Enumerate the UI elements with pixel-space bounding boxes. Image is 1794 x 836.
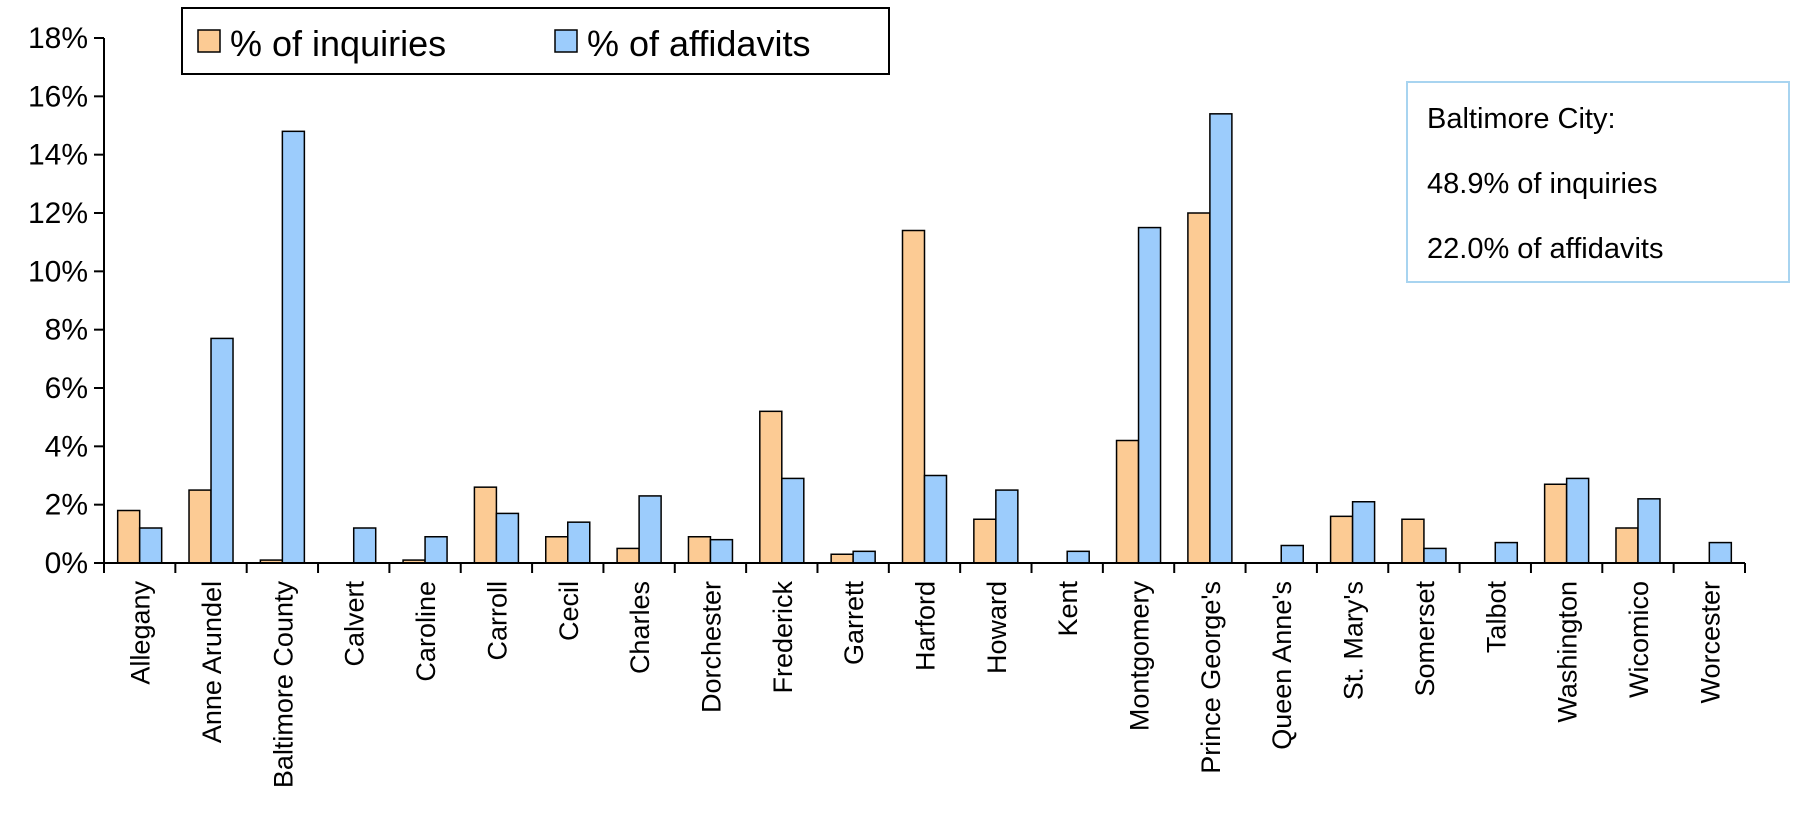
bar-affidavits — [709, 538, 734, 564]
bar-inquiries — [973, 518, 997, 564]
legend-box — [181, 7, 890, 75]
y-ticks-group: 0% 2% 4% 6% 8% 10% 12% 14% 16% 18% — [28, 22, 104, 580]
bar-affidavits — [1708, 541, 1733, 564]
x-category-label: Prince George's — [1196, 581, 1226, 774]
bar-affidavits — [781, 477, 805, 564]
x-category-label: St. Mary's — [1339, 581, 1369, 700]
bar-inquiries — [830, 553, 854, 564]
bar-affidavits — [1209, 113, 1233, 564]
x-category-label: Montgomery — [1125, 581, 1155, 732]
x-category-label: Kent — [1053, 581, 1083, 637]
annotation-box: Baltimore City: 48.9% of inquiries 22.0%… — [1406, 81, 1790, 283]
x-category-label: Baltimore County — [268, 581, 298, 789]
bar-inquiries — [1187, 212, 1211, 564]
bar-affidavits — [923, 474, 948, 564]
x-category-label: Calvert — [340, 581, 370, 667]
bar-affidavits — [1066, 550, 1090, 564]
x-category-label: Dorchester — [696, 581, 726, 713]
x-category-label: Washington — [1553, 581, 1583, 723]
y-tick-label: 18% — [28, 22, 88, 55]
bar-affidavits — [1565, 477, 1590, 564]
annotation-line-1: Baltimore City: — [1427, 103, 1616, 135]
x-category-label: Wicomico — [1624, 581, 1654, 698]
bar-inquiries — [759, 410, 783, 564]
bar-affidavits — [1137, 226, 1162, 564]
x-category-label: Anne Arundel — [197, 581, 227, 743]
legend-label-affidavits: % of affidavits — [587, 23, 810, 64]
bar-inquiries — [687, 536, 712, 564]
y-tick-label: 8% — [45, 314, 88, 347]
bar-affidavits — [1351, 501, 1376, 564]
x-category-label: Harford — [911, 581, 941, 671]
category-labels-group: Allegany Anne Arundel Baltimore County Calv… — [126, 581, 1726, 789]
bar-affidavits — [1423, 547, 1447, 564]
x-category-label: Caroline — [411, 581, 441, 682]
bar-inquiries — [1615, 527, 1639, 564]
x-category-label: Queen Anne's — [1267, 581, 1297, 750]
bar-inquiries — [1329, 515, 1354, 564]
annotation-line-3: 22.0% of affidavits — [1427, 233, 1663, 265]
x-category-label: Carroll — [482, 581, 512, 661]
x-category-label: Charles — [625, 581, 655, 674]
bar-affidavits — [138, 527, 163, 564]
legend-label-inquiries: % of inquiries — [230, 23, 446, 64]
x-category-label: Cecil — [554, 581, 584, 641]
bar-affidavits — [1494, 541, 1519, 564]
y-tick-label: 6% — [45, 372, 88, 405]
axes-group — [103, 38, 1745, 564]
bar-inquiries — [1401, 518, 1425, 564]
bar-inquiries — [901, 229, 926, 564]
bars-group — [116, 113, 1733, 564]
annotation-line-2: 48.9% of inquiries — [1427, 168, 1658, 200]
bar-affidavits — [1280, 544, 1304, 564]
bar-affidavits — [852, 550, 876, 564]
x-category-label: Frederick — [768, 581, 798, 694]
bar-inquiries — [188, 489, 212, 564]
bar-inquiries — [545, 536, 569, 564]
x-category-label: Garrett — [839, 581, 869, 666]
x-category-label: Worcester — [1695, 581, 1725, 704]
x-category-label: Talbot — [1481, 581, 1511, 654]
y-tick-label: 16% — [28, 80, 88, 113]
bar-inquiries — [1115, 439, 1140, 564]
bar-affidavits — [352, 527, 377, 564]
y-tick-label: 2% — [45, 489, 88, 522]
x-category-label: Somerset — [1410, 581, 1440, 697]
bar-affidavits — [281, 130, 306, 564]
y-tick-label: 12% — [28, 197, 88, 230]
legend: % of inquiries % of affidavits — [181, 7, 890, 75]
x-category-label: Howard — [982, 581, 1012, 674]
y-tick-label: 4% — [45, 430, 88, 463]
x-ticks-group — [103, 563, 1746, 573]
bar-affidavits — [638, 495, 662, 564]
bar-affidavits — [495, 512, 520, 564]
bar-affidavits — [210, 337, 234, 564]
bar-affidavits — [424, 536, 448, 564]
legend-swatch-affidavits — [554, 29, 578, 53]
bar-inquiries — [116, 509, 141, 564]
bar-inquiries — [473, 486, 498, 564]
bar-affidavits — [1637, 498, 1661, 564]
annotation-border — [1406, 81, 1790, 283]
y-tick-label: 14% — [28, 139, 88, 172]
bar-inquiries — [1543, 483, 1568, 564]
y-tick-label: 10% — [28, 255, 88, 288]
y-tick-label: 0% — [45, 547, 88, 580]
x-category-label: Allegany — [126, 581, 156, 685]
bar-inquiries — [616, 547, 640, 564]
legend-swatch-inquiries — [197, 29, 221, 53]
bar-affidavits — [995, 489, 1019, 564]
bar-affidavits — [567, 521, 591, 564]
